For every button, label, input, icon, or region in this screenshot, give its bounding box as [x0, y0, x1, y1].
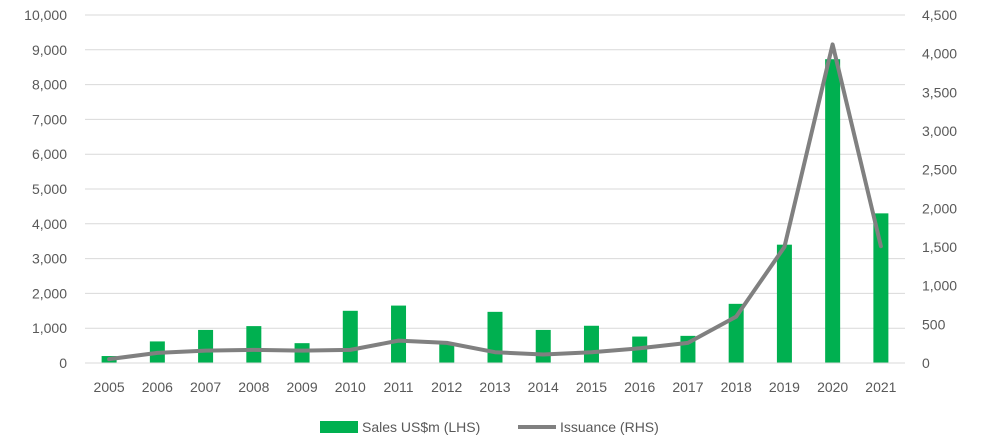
left-tick-label: 9,000 [32, 42, 67, 58]
left-tick-label: 0 [59, 355, 67, 371]
x-tick-label: 2015 [576, 379, 607, 395]
sales-bar [342, 310, 358, 363]
right-tick-label: 2,000 [922, 200, 957, 216]
x-tick-label: 2013 [479, 379, 510, 395]
x-tick-label: 2007 [190, 379, 221, 395]
left-tick-label: 1,000 [32, 320, 67, 336]
right-tick-label: 2,500 [922, 162, 957, 178]
left-tick-label: 7,000 [32, 111, 67, 127]
x-tick-label: 2005 [94, 379, 125, 395]
x-tick-label: 2010 [335, 379, 366, 395]
left-tick-label: 3,000 [32, 251, 67, 267]
x-tick-label: 2017 [672, 379, 703, 395]
x-tick-label: 2016 [624, 379, 655, 395]
x-tick-label: 2009 [286, 379, 317, 395]
left-tick-label: 4,000 [32, 216, 67, 232]
sales-bar [873, 213, 889, 363]
left-tick-label: 2,000 [32, 285, 67, 301]
right-tick-label: 1,000 [922, 278, 957, 294]
x-tick-label: 2018 [721, 379, 752, 395]
right-tick-label: 4,000 [922, 46, 957, 62]
sales-bar [825, 59, 841, 364]
sales-bar [728, 303, 744, 363]
sales-bar [439, 342, 455, 363]
right-tick-label: 4,500 [922, 7, 957, 23]
issuance-line [107, 42, 883, 362]
sales-bar [198, 329, 214, 363]
right-tick-label: 1,500 [922, 239, 957, 255]
sales-bar [246, 326, 262, 363]
axes: 0 1,000 2,000 3,000 4,000 5,000 6,000 7,000 8,00… [24, 7, 957, 395]
sales-bar [535, 329, 551, 363]
x-tick-label: 2021 [865, 379, 896, 395]
legend-label-sales: Sales US$m (LHS) [362, 419, 480, 435]
sales-bar [583, 325, 599, 363]
x-tick-label: 2019 [769, 379, 800, 395]
x-tick-label: 2012 [431, 379, 462, 395]
right-tick-label: 3,500 [922, 84, 957, 100]
legend-label-issuance: Issuance (RHS) [560, 419, 659, 435]
x-tick-label: 2011 [383, 379, 413, 395]
legend-swatch-sales [320, 421, 358, 433]
x-tick-label: 2020 [817, 379, 848, 395]
sales-bars [101, 59, 889, 364]
left-tick-label: 8,000 [32, 77, 67, 93]
left-tick-label: 6,000 [32, 146, 67, 162]
sales-bar [391, 305, 407, 363]
gridlines [85, 14, 905, 329]
sales-bar [776, 244, 792, 363]
x-tick-label: 2008 [238, 379, 269, 395]
issuance-line-layer [107, 42, 883, 362]
legend: Sales US$m (LHS) Issuance (RHS) [320, 419, 659, 435]
right-tick-label: 0 [922, 355, 930, 371]
x-tick-label: 2006 [142, 379, 173, 395]
left-tick-label: 5,000 [32, 181, 67, 197]
sales-bar [487, 311, 503, 363]
right-tick-label: 3,000 [922, 123, 957, 139]
x-tick-label: 2014 [528, 379, 559, 395]
right-tick-label: 500 [922, 316, 946, 332]
left-tick-label: 10,000 [24, 7, 67, 23]
sales-bar [294, 343, 310, 363]
